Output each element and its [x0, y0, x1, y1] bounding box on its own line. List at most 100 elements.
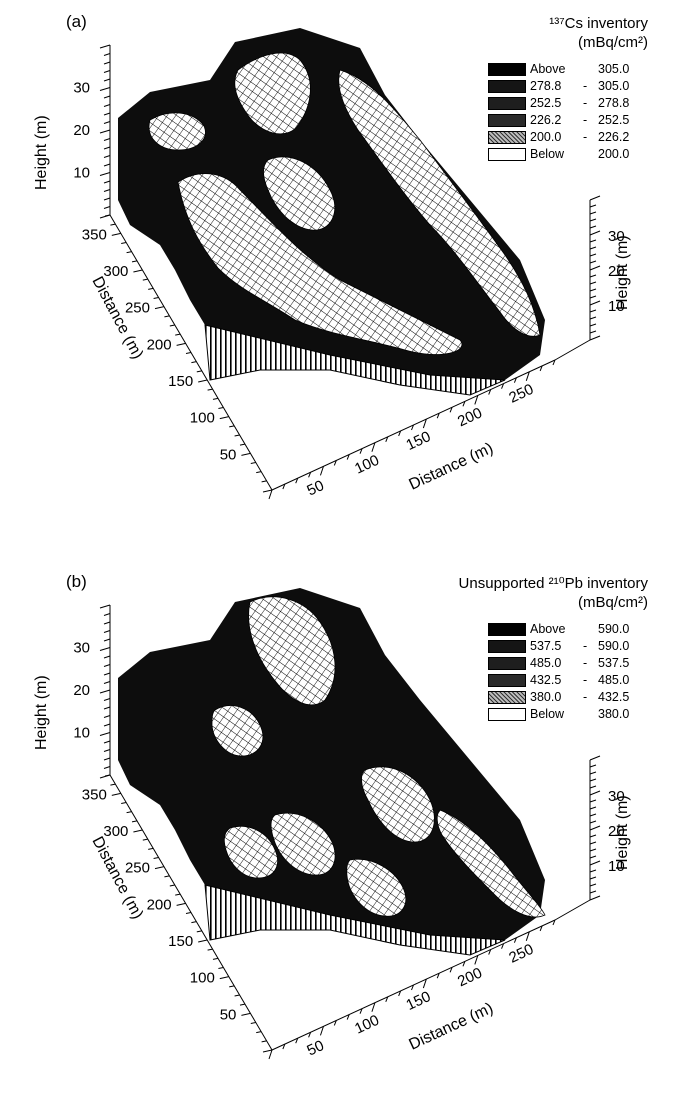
axis-tick — [589, 260, 597, 264]
axis-tick — [99, 44, 111, 49]
axis-tick — [501, 383, 505, 389]
axis-tick — [589, 806, 597, 810]
axis-tick — [589, 253, 597, 257]
legend-title-main: ¹³⁷Cs inventory — [549, 15, 648, 32]
axis-tick — [103, 70, 111, 73]
axis-tick — [474, 955, 479, 965]
axis-tick — [191, 361, 197, 364]
legend-swatch — [488, 114, 526, 127]
axis-tick — [103, 715, 111, 718]
axis-tick — [99, 689, 111, 694]
tick-label: 100 — [352, 1012, 382, 1038]
axis-tick — [539, 365, 543, 372]
axis-tick — [589, 890, 597, 894]
height-axis-title: Height (m) — [33, 115, 50, 190]
axis-tick — [589, 841, 597, 845]
axis-tick — [103, 155, 111, 158]
axis-tick — [589, 799, 597, 803]
tick-label: 150 — [404, 988, 434, 1014]
axis-tick — [229, 425, 235, 428]
panel-b: Height (m) Height (m) Distance (m) Dista… — [0, 560, 676, 1100]
axis-tick — [488, 949, 492, 955]
panel-label: (b) — [66, 572, 87, 591]
axis-tick — [103, 112, 111, 116]
axis-tick — [164, 875, 170, 878]
axis-tick — [103, 95, 111, 99]
axis-tick — [462, 961, 466, 967]
axis-tick — [104, 214, 111, 217]
axis-tick — [501, 943, 505, 949]
axis-tick — [474, 395, 479, 405]
axis-tick — [589, 288, 597, 292]
axis-tick — [133, 269, 143, 273]
tick-label: 50 — [220, 1006, 237, 1023]
axis-tick — [589, 300, 601, 306]
axis-tick — [371, 1002, 376, 1012]
axis-tick — [346, 454, 350, 460]
axis-tick — [103, 621, 111, 625]
axis-tick — [589, 778, 597, 782]
axis-tick — [175, 333, 181, 336]
axis-tick — [131, 820, 138, 823]
legend-high: 226.2 — [598, 130, 630, 144]
axis-tick — [103, 121, 111, 124]
legend: Above 305.0 278.8-305.0 252.5-278.8 226.2-25… — [488, 62, 658, 164]
legend-row: Above 590.0 — [488, 622, 658, 639]
axis-tick — [103, 197, 111, 201]
axis-tick — [436, 972, 440, 979]
axis-tick — [295, 1037, 299, 1044]
axis-tick — [589, 195, 601, 201]
axis-tick — [589, 834, 597, 838]
axis-tick — [256, 1031, 262, 1034]
legend-row: 380.0 -432.5 — [488, 690, 658, 707]
tick-label: 50 — [304, 1037, 326, 1059]
axis-tick — [589, 785, 597, 789]
tick-label: 350 — [82, 786, 107, 803]
axis-tick — [103, 664, 111, 667]
height-axis-title: Height (m) — [33, 675, 50, 750]
axis-tick — [198, 939, 208, 943]
axis-tick — [589, 771, 597, 775]
axis-tick — [218, 967, 224, 969]
legend-dash: - — [583, 639, 588, 653]
axis-tick — [154, 306, 165, 310]
legend-high: 380.0 — [598, 707, 630, 721]
mesh-region — [248, 596, 336, 706]
axis-tick — [371, 442, 376, 452]
legend-title: ¹³⁷Cs inventory (mBq/cm²) — [549, 14, 648, 52]
tick-label: 30 — [608, 788, 625, 805]
axis-tick — [104, 774, 111, 777]
axis-tick — [103, 749, 111, 752]
axis-tick — [589, 825, 601, 831]
axis-tick — [250, 1022, 256, 1024]
axis-tick — [142, 838, 148, 841]
axis-tick — [589, 211, 597, 215]
tick-label: 100 — [352, 452, 382, 478]
tick-label: 300 — [103, 823, 128, 840]
axis-tick — [185, 352, 192, 354]
mesh-region — [361, 766, 435, 843]
legend-row: 537.5 -590.0 — [488, 639, 658, 656]
axis-tick — [103, 189, 111, 192]
tick-label: 20 — [73, 682, 90, 699]
axis-tick — [589, 274, 597, 278]
axis-tick — [422, 978, 427, 989]
axis-tick — [103, 706, 111, 710]
axis-tick — [164, 315, 170, 318]
axis-tick — [103, 655, 111, 659]
axis-tick — [103, 638, 111, 642]
surface-b — [118, 588, 546, 956]
axis-tick — [513, 377, 517, 383]
tick-label: 10 — [73, 165, 90, 182]
legend-low: 226.2 — [530, 113, 562, 127]
tick-label: 200 — [455, 404, 485, 430]
axis-tick — [589, 239, 597, 243]
tick-label: 20 — [608, 263, 625, 280]
axis-tick — [212, 957, 219, 960]
ticks-a — [99, 44, 601, 500]
axis-tick — [589, 895, 601, 901]
axis-tick — [449, 967, 453, 973]
axis-tick — [385, 436, 389, 443]
legend-dash: - — [583, 79, 588, 93]
surface-plot-a: Height (m) Height (m) Distance (m) Dista… — [33, 28, 631, 500]
